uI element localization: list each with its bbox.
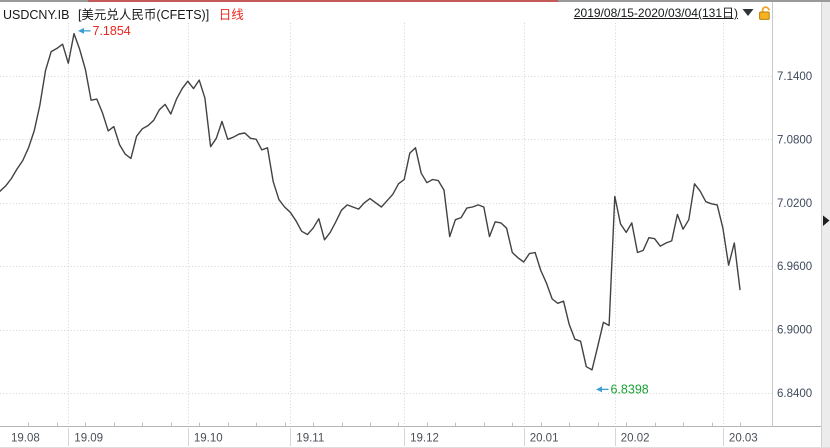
x-axis-label: 19.09 [74, 433, 103, 445]
high-annotation-arrow-icon [78, 27, 84, 34]
low-annotation-arrow-icon [596, 386, 602, 393]
x-axis-label: 19.08 [11, 433, 40, 445]
symbol-code: USDCNY.IB [3, 8, 70, 22]
title-bar: USDCNY.IB [美元兑人民币(CFETS)] 日线 2019/08/15-… [0, 2, 830, 22]
date-range-button[interactable]: 2019/08/15-2020/03/04(131日) [573, 6, 738, 20]
y-axis-label: 6.9000 [777, 325, 812, 337]
low-annotation-label: 6.8398 [611, 383, 649, 397]
y-axis-label: 6.8400 [777, 388, 812, 400]
unlock-icon[interactable] [758, 4, 772, 21]
chevron-down-icon[interactable] [742, 8, 754, 17]
date-range-control: 2019/08/15-2020/03/04(131日) [574, 4, 772, 21]
scroll-right-icon[interactable] [823, 215, 830, 227]
high-annotation-label: 7.1854 [93, 24, 131, 38]
x-axis-label: 19.12 [410, 433, 439, 445]
x-axis-label: 20.02 [621, 433, 650, 445]
y-axis-label: 7.0200 [777, 198, 812, 210]
y-axis-label: 6.9600 [777, 261, 812, 273]
x-axis-label: 19.11 [296, 433, 324, 445]
x-axis-label: 19.10 [194, 433, 223, 445]
right-scroll-strip[interactable] [822, 0, 830, 448]
price-line [0, 32, 741, 371]
window-top-border [0, 0, 830, 2]
y-axis-label: 7.1400 [777, 71, 812, 83]
x-axis-label: 20.03 [729, 433, 758, 445]
x-axis-label: 20.01 [530, 433, 559, 445]
chart-title: USDCNY.IB [美元兑人民币(CFETS)] 日线 [3, 4, 244, 23]
instrument-name: [美元兑人民币(CFETS)] [77, 8, 210, 22]
y-axis-label: 7.0800 [777, 134, 812, 146]
period-label: 日线 [218, 8, 244, 22]
window-top-border-accent [88, 0, 558, 2]
